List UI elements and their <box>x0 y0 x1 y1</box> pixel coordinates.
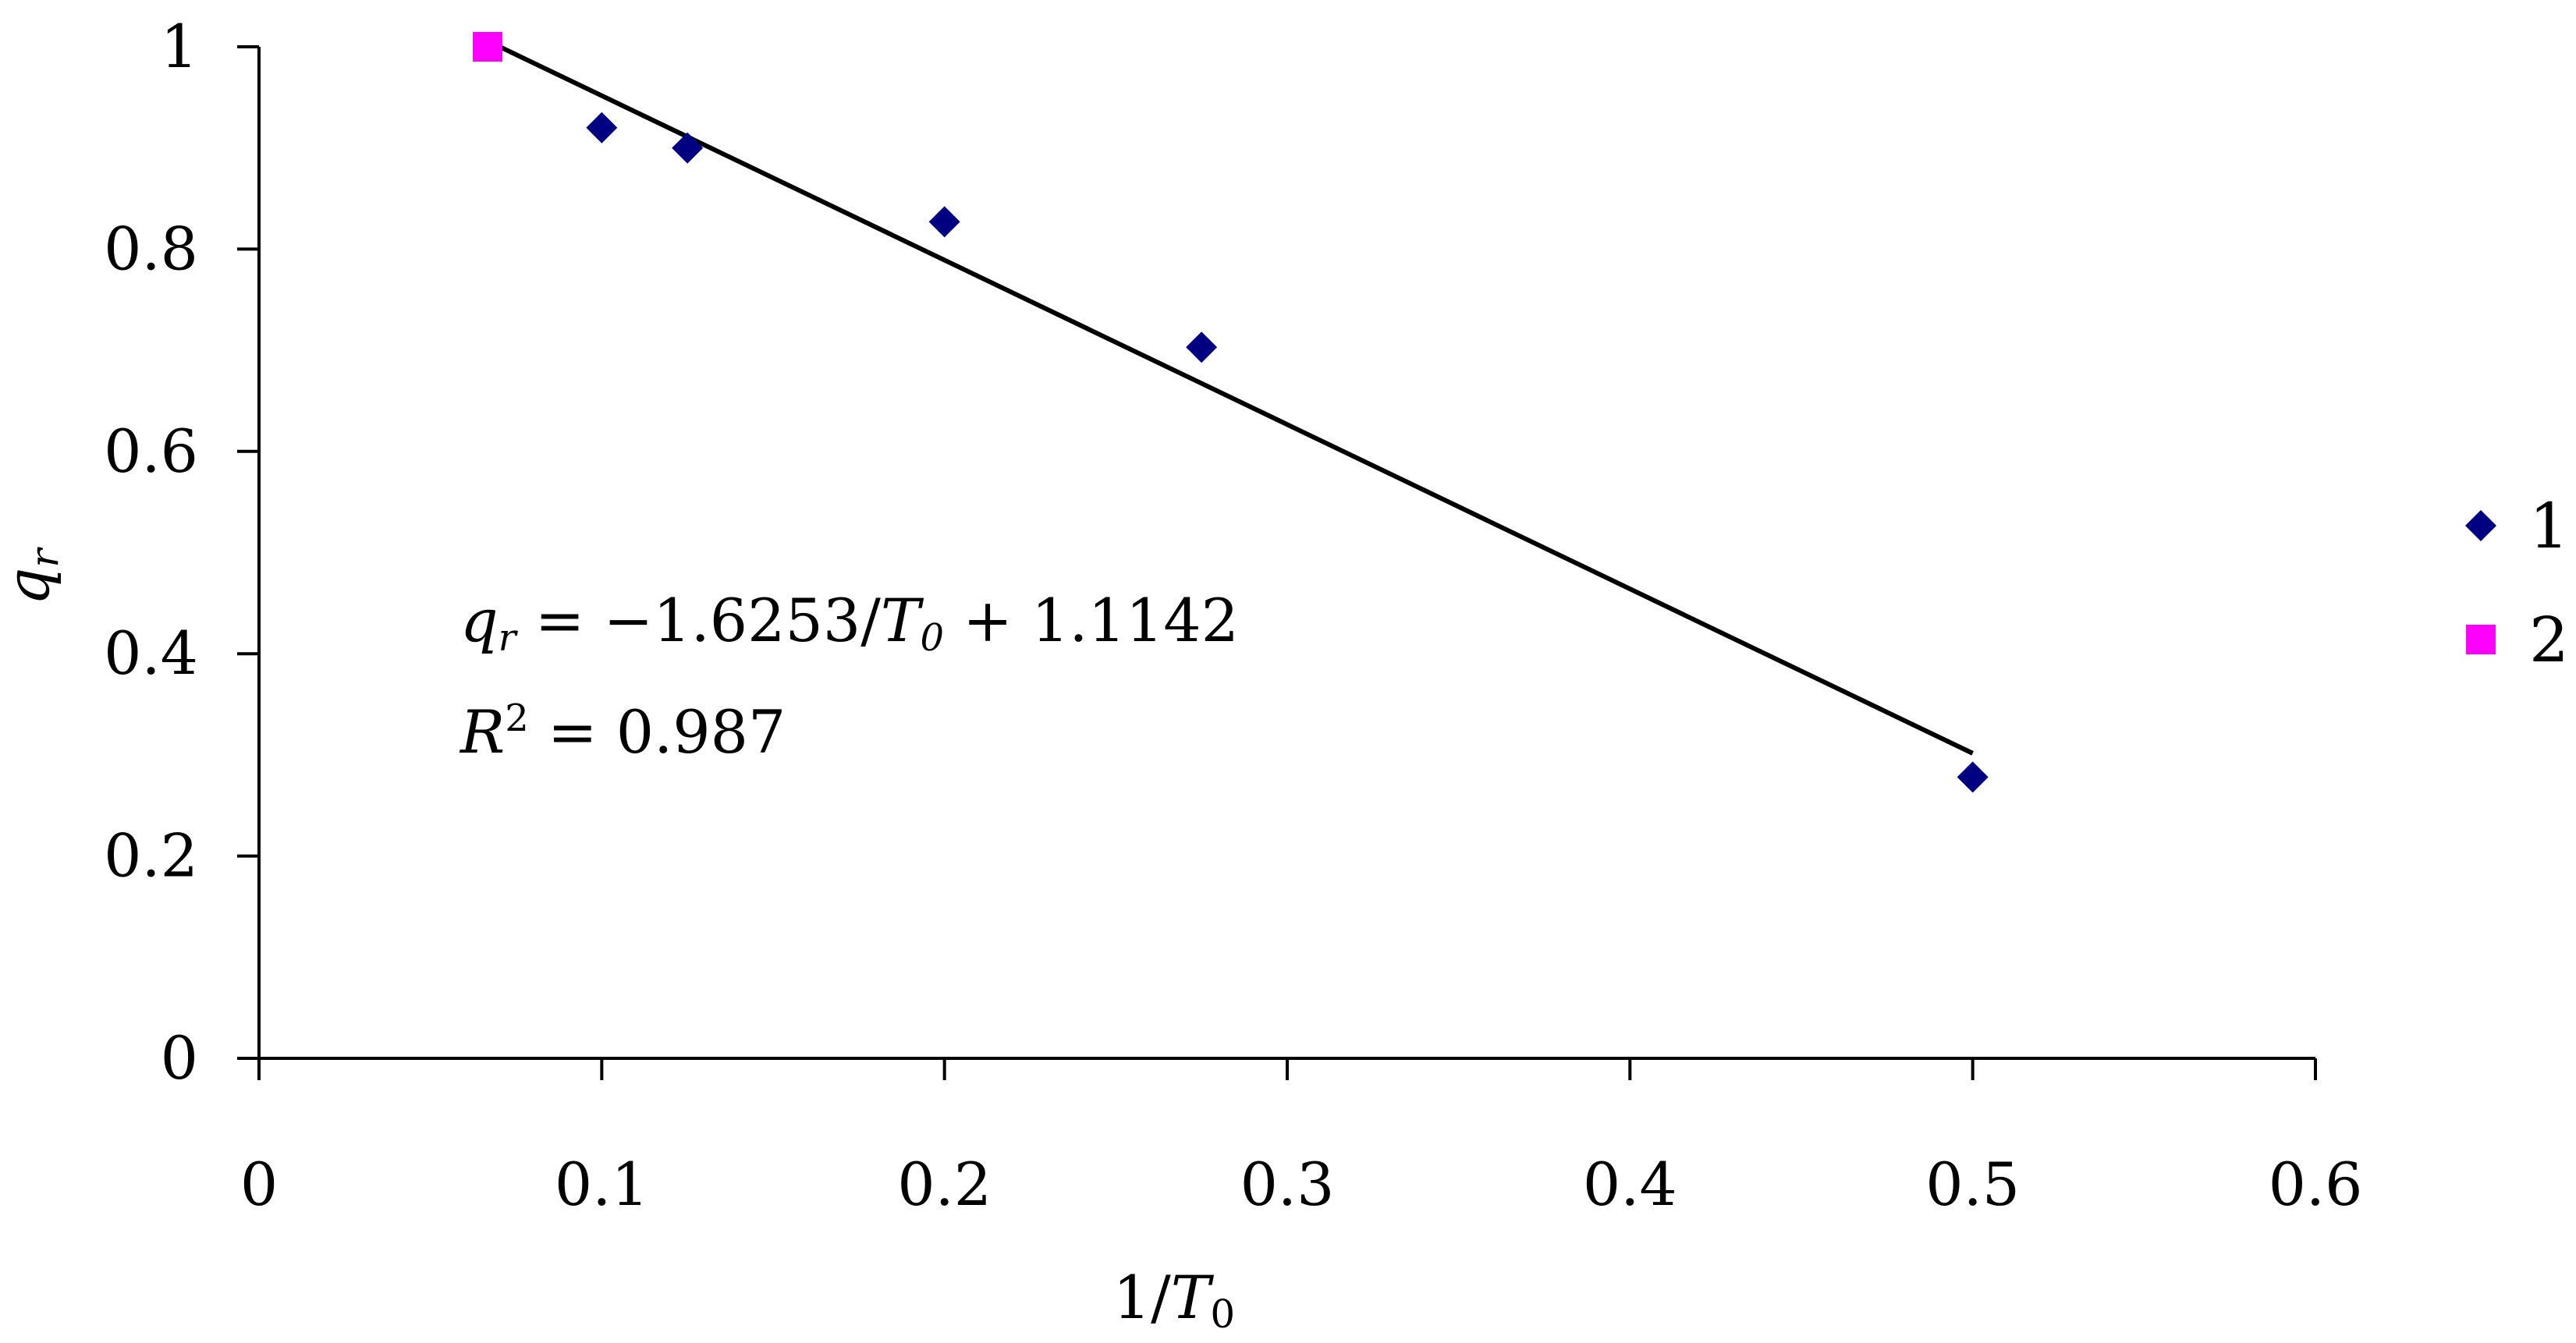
x-tick-label: 0.6 <box>2269 1150 2363 1219</box>
legend-marker-series-1 <box>2465 510 2496 541</box>
r2-two: 2 <box>505 696 529 740</box>
y-tick-label: 1 <box>161 12 198 81</box>
r2-tail: = 0.987 <box>529 697 786 767</box>
y-tick-label: 0.4 <box>104 618 198 688</box>
x-tick-label: 0.5 <box>1925 1150 2020 1219</box>
legend-marker-series-2 <box>2466 625 2496 654</box>
eq-q: q <box>460 586 499 655</box>
r2-R: R <box>459 697 505 767</box>
data-point-series-1 <box>1186 331 1218 363</box>
data-point-series-1 <box>1957 761 1989 793</box>
legend-label: 2 <box>2529 604 2569 676</box>
r-squared: R2 = 0.987 <box>459 696 786 767</box>
x-tick-label: 0.4 <box>1583 1150 1677 1219</box>
data-point-series-1 <box>586 112 618 144</box>
data-points <box>473 32 1989 793</box>
y-tick-label: 0.2 <box>104 821 198 891</box>
x-tick-label: 0.2 <box>897 1150 992 1219</box>
data-point-series-1 <box>672 132 704 164</box>
y-tick-label: 0 <box>161 1023 198 1093</box>
ticks: 0 0.1 0.2 0.3 0.4 0.5 0.6 0 0.2 0.4 0.6 0.8 1 <box>104 12 2362 1219</box>
x-tick-label: 0 <box>240 1150 278 1219</box>
axes <box>257 47 2315 1060</box>
y-axis-title: qr <box>0 547 67 606</box>
y-tick-label: 0.6 <box>104 416 198 486</box>
legend-label: 1 <box>2529 490 2569 562</box>
x-axis-title-sub: 0 <box>1210 1292 1235 1337</box>
eq-mid: = −1.6253/ <box>516 586 882 655</box>
eq-T: T <box>881 586 924 655</box>
data-point-series-1 <box>928 206 960 238</box>
y-axis-title-sub: r <box>22 547 67 568</box>
x-tick-label: 0.1 <box>555 1150 649 1219</box>
eq-r: r <box>499 616 519 660</box>
y-tick-label: 0.8 <box>104 214 198 283</box>
legend: 12 <box>2465 490 2569 676</box>
data-point-series-2 <box>473 32 503 62</box>
trendline-group <box>486 38 1974 756</box>
eq-tail: + 1.1142 <box>944 586 1239 655</box>
trendline-equation: qr = −1.6253/T0 + 1.1142 <box>460 586 1239 660</box>
eq-zero: 0 <box>921 616 945 660</box>
y-axis-title-var: q <box>0 568 62 606</box>
x-axis-title-main: 1/ <box>1113 1263 1171 1332</box>
x-axis-title: 1/T0 <box>1113 1263 1235 1337</box>
x-axis-title-var: T <box>1171 1263 1215 1332</box>
x-tick-label: 0.3 <box>1240 1150 1335 1219</box>
trendline <box>486 38 1974 756</box>
